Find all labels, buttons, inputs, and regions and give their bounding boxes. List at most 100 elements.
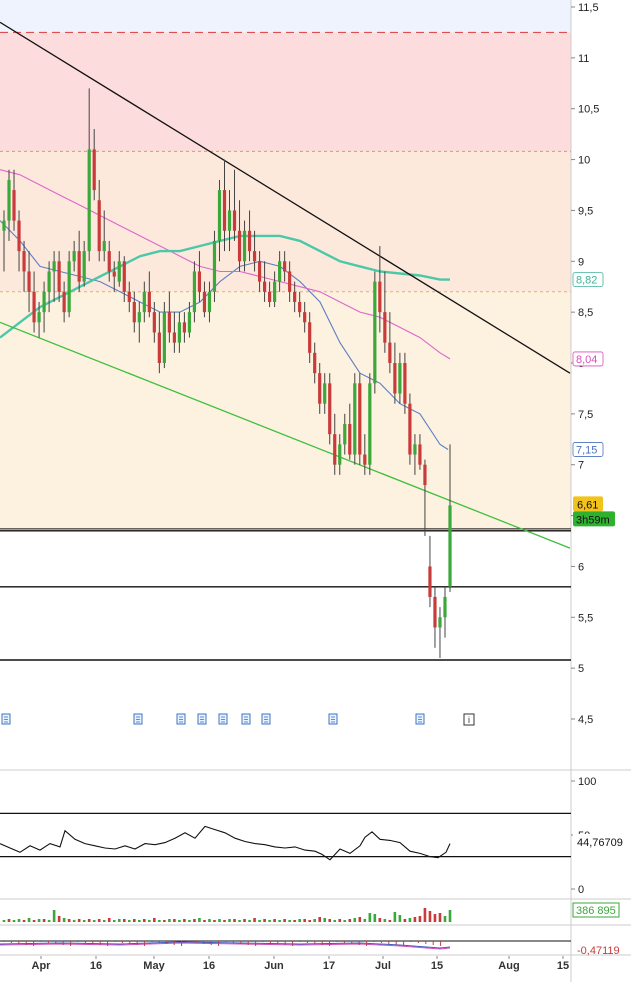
y-tick-label: 11,5 bbox=[578, 2, 599, 14]
candle-body-63 bbox=[318, 373, 322, 404]
volume-value-label: 386 895 bbox=[576, 905, 616, 917]
candle-body-28 bbox=[142, 291, 146, 313]
zone-band-2 bbox=[0, 291, 571, 531]
volume-bar-8 bbox=[42, 919, 46, 922]
info-icon[interactable]: i bbox=[463, 713, 475, 726]
news-icon-1[interactable] bbox=[133, 713, 143, 725]
last-price-badge bbox=[573, 496, 603, 512]
volume-bar-18 bbox=[92, 920, 96, 922]
candle-body-59 bbox=[298, 301, 302, 313]
candle-body-65 bbox=[328, 383, 332, 435]
candle-body-80 bbox=[403, 363, 407, 404]
candle-body-35 bbox=[177, 322, 181, 343]
y-tick-label: 10,5 bbox=[578, 104, 599, 116]
candle-body-25 bbox=[127, 291, 131, 302]
candle-body-50 bbox=[252, 251, 257, 262]
candle-body-76 bbox=[383, 312, 387, 343]
news-doc-icon bbox=[328, 713, 338, 725]
candle-body-20 bbox=[102, 240, 106, 252]
news-icon-8[interactable] bbox=[415, 713, 425, 725]
x-tick-label: Apr bbox=[32, 960, 52, 972]
candle-body-11 bbox=[57, 261, 61, 292]
candle-body-22 bbox=[112, 271, 116, 277]
y-tick-label: 10 bbox=[578, 155, 590, 167]
volume-bar-44 bbox=[223, 920, 226, 922]
x-tick-label: 16 bbox=[90, 960, 102, 972]
volume-value-bg bbox=[572, 902, 620, 918]
volume-bar-15 bbox=[77, 919, 81, 922]
volume-bar-45 bbox=[228, 919, 231, 922]
volume-bar-75 bbox=[378, 918, 382, 922]
candle-body-71 bbox=[358, 383, 362, 455]
last-price-label: 6,61 bbox=[577, 499, 598, 511]
candle-body-85 bbox=[428, 566, 432, 597]
volume-bar-42 bbox=[213, 920, 216, 922]
candle-body-73 bbox=[368, 383, 372, 465]
volume-bar-63 bbox=[318, 917, 322, 922]
candle-body-62 bbox=[313, 352, 317, 374]
x-tick-label: Aug bbox=[498, 960, 519, 972]
candle-body-12 bbox=[62, 291, 66, 313]
volume-bar-47 bbox=[238, 920, 241, 922]
volume-bar-26 bbox=[132, 919, 136, 922]
news-icons[interactable]: i bbox=[1, 713, 475, 726]
news-icon-3[interactable] bbox=[197, 713, 207, 725]
y-tick-label: 11 bbox=[578, 53, 589, 65]
volume-bar-28 bbox=[143, 919, 146, 922]
volume-bar-58 bbox=[293, 920, 296, 922]
x-tick-label: Jul bbox=[375, 960, 391, 972]
volume-bar-73 bbox=[368, 913, 372, 922]
ma-badge-bg-0 bbox=[572, 272, 604, 287]
news-doc-icon bbox=[218, 713, 228, 725]
news-icon-0[interactable] bbox=[1, 713, 11, 725]
volume-bar-66 bbox=[333, 920, 337, 922]
candle-body-24 bbox=[122, 261, 126, 292]
candle-body-26 bbox=[132, 301, 136, 323]
volume-bar-57 bbox=[288, 920, 291, 922]
news-icon-5[interactable] bbox=[241, 713, 251, 725]
volume-bar-24 bbox=[122, 919, 126, 922]
horizontal-levels bbox=[0, 31, 571, 661]
volume-bar-1 bbox=[7, 919, 11, 922]
macd-value-label: -0,47119 bbox=[577, 945, 620, 957]
news-icon-4[interactable] bbox=[218, 713, 228, 725]
volume-bar-51 bbox=[258, 920, 261, 922]
candle-body-56 bbox=[283, 261, 287, 272]
news-icon-7[interactable] bbox=[328, 713, 338, 725]
candle-body-64 bbox=[323, 383, 327, 404]
volume-bar-65 bbox=[328, 919, 332, 922]
candle-body-52 bbox=[262, 281, 267, 292]
trendlines bbox=[0, 21, 571, 549]
candle-body-32 bbox=[162, 312, 166, 363]
candle-body-14 bbox=[72, 251, 76, 262]
volume-bar-34 bbox=[173, 919, 176, 922]
candle-body-36 bbox=[182, 322, 187, 333]
volume-bar-80 bbox=[403, 919, 407, 922]
news-icon-2[interactable] bbox=[176, 713, 186, 725]
volume-bar-59 bbox=[298, 919, 301, 922]
y-tick-label: 5 bbox=[578, 663, 584, 675]
volume-bar-38 bbox=[193, 919, 196, 922]
rsi-tick-label: 100 bbox=[578, 776, 596, 788]
volume-bar-86 bbox=[433, 914, 437, 922]
volume-bar-29 bbox=[148, 920, 151, 922]
volume-bar-23 bbox=[117, 919, 121, 922]
candle-body-74 bbox=[373, 281, 377, 384]
y-tick-label: 6 bbox=[578, 561, 584, 573]
volume-bar-40 bbox=[203, 920, 206, 922]
rsi-panel: 10050044,76709 bbox=[0, 776, 629, 896]
candle-body-13 bbox=[67, 261, 71, 313]
volume-bar-20 bbox=[102, 920, 106, 922]
news-doc-icon bbox=[241, 713, 251, 725]
candle-body-23 bbox=[117, 261, 121, 282]
volume-bar-22 bbox=[112, 920, 116, 922]
candle-body-38 bbox=[192, 271, 197, 313]
x-tick-label: 16 bbox=[203, 960, 215, 972]
volume-bar-84 bbox=[423, 908, 427, 922]
candle-body-3 bbox=[17, 220, 21, 252]
info-icon-glyph: i bbox=[468, 715, 470, 725]
news-icon-6[interactable] bbox=[261, 713, 271, 725]
candle-body-40 bbox=[202, 291, 207, 313]
volume-bar-17 bbox=[87, 919, 91, 922]
